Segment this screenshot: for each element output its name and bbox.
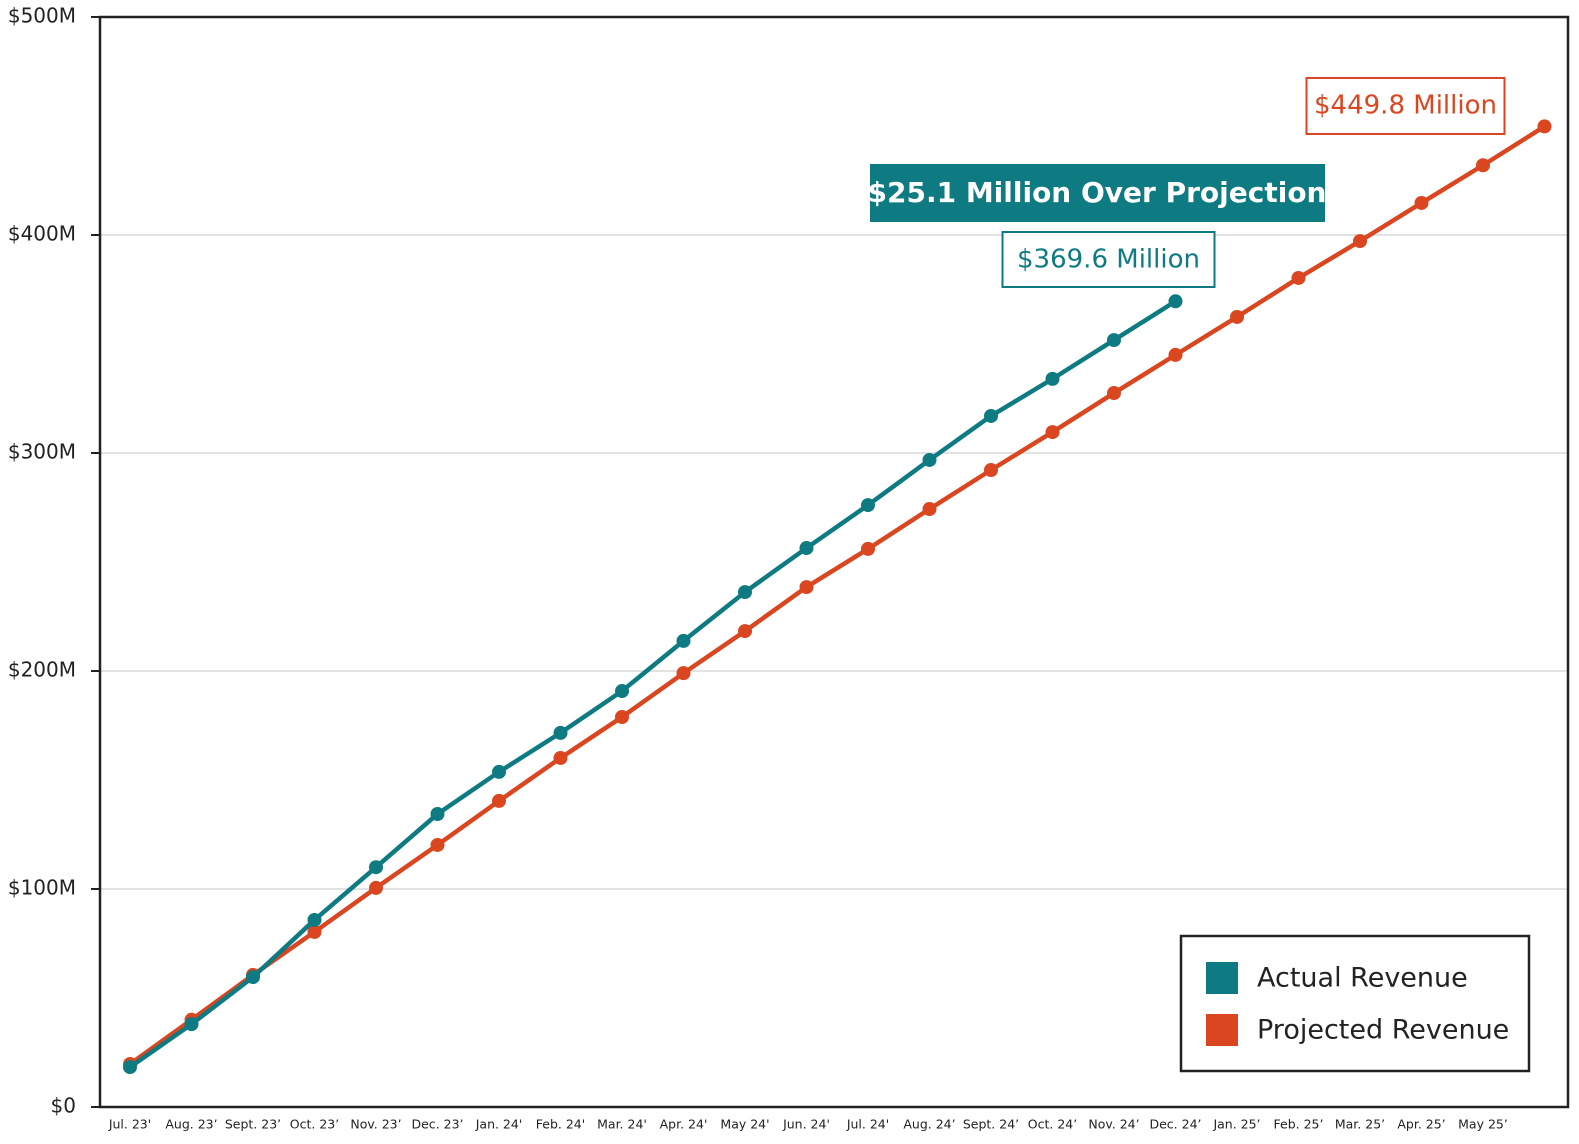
data-point [1045, 425, 1060, 440]
x-tick-label: Mar. 25’ [1335, 1117, 1385, 1132]
data-point [1107, 386, 1121, 401]
annotation: $25.1 Million Over Projection [868, 176, 1327, 209]
data-point [184, 1017, 199, 1032]
data-point [1414, 195, 1429, 210]
data-point [861, 498, 875, 513]
data-point [861, 541, 875, 556]
y-tick-label: $500M [8, 4, 76, 28]
data-point [492, 793, 506, 808]
data-point [676, 633, 691, 648]
x-tick-label: Jul. 24' [846, 1117, 889, 1132]
x-tick-label: Apr. 24' [660, 1117, 708, 1132]
data-point [799, 580, 814, 595]
x-tick-label: Mar. 24' [597, 1117, 647, 1132]
x-tick-label: Oct. 24’ [1028, 1117, 1077, 1132]
data-point [676, 666, 691, 681]
data-point [615, 709, 629, 724]
annotation-box [1001, 231, 1216, 288]
data-point [1168, 347, 1183, 362]
plot-frame [98, 15, 1570, 1109]
x-tick-label: Dec. 23’ [411, 1117, 463, 1132]
y-tick-label: $100M [8, 876, 76, 900]
data-point [984, 463, 998, 478]
data-point [1107, 333, 1121, 348]
y-tick-label: $0 [51, 1094, 76, 1118]
x-tick-label: Jul. 23' [108, 1117, 151, 1132]
data-point [553, 725, 568, 740]
x-tick-label: Apr. 25’ [1397, 1117, 1445, 1132]
legend-swatch [1206, 962, 1238, 994]
annotation-box [1305, 77, 1506, 135]
data-point [246, 970, 260, 985]
x-tick-label: Dec. 24’ [1149, 1117, 1201, 1132]
x-tick-label: Sept. 23’ [225, 1117, 281, 1132]
series-line [128, 124, 1546, 1066]
series-line [128, 299, 1177, 1069]
data-point [1045, 371, 1060, 386]
x-tick-label: Jan. 25’ [1212, 1117, 1260, 1132]
annotation-box [870, 164, 1325, 222]
data-point [1537, 119, 1552, 134]
data-point [307, 924, 322, 939]
legend-swatch [1206, 1014, 1238, 1046]
data-point [492, 764, 506, 779]
x-tick-label: May 24' [720, 1117, 769, 1132]
data-point [369, 880, 383, 895]
x-tick-label: Jan. 24' [475, 1117, 523, 1132]
data-point [123, 1060, 137, 1075]
x-tick-label: May 25’ [1458, 1117, 1508, 1132]
data-point [922, 502, 937, 517]
legend-box [1179, 934, 1531, 1073]
data-point [369, 860, 383, 875]
annotation: $369.6 Million [1017, 245, 1200, 275]
data-point [430, 837, 445, 852]
x-tick-label: Aug. 23’ [165, 1117, 217, 1132]
data-point [553, 750, 568, 765]
data-point [738, 585, 752, 600]
data-point [1230, 309, 1244, 324]
data-point [307, 912, 322, 927]
data-point [615, 684, 629, 699]
y-tick-label: $300M [8, 440, 76, 464]
legend-label: Projected Revenue [1257, 1015, 1509, 1046]
x-tick-label: Sept. 24’ [963, 1117, 1019, 1132]
data-point [1291, 270, 1306, 285]
data-point [922, 452, 937, 467]
y-tick-label: $400M [8, 222, 76, 246]
data-point [984, 408, 998, 423]
annotation: $449.8 Million [1314, 91, 1497, 121]
x-tick-label: Jun. 24' [782, 1117, 830, 1132]
data-point [738, 624, 752, 639]
x-tick-label: Feb. 25’ [1274, 1117, 1324, 1132]
data-point [1353, 234, 1367, 249]
y-tick-label: $200M [8, 658, 76, 682]
x-tick-label: Nov. 23’ [350, 1117, 401, 1132]
data-point [799, 541, 814, 556]
data-point [430, 807, 445, 822]
x-tick-label: Feb. 24' [536, 1117, 585, 1132]
data-point [1476, 158, 1490, 173]
x-tick-label: Nov. 24’ [1088, 1117, 1139, 1132]
legend-label: Actual Revenue [1257, 963, 1468, 994]
data-point [1168, 294, 1183, 309]
x-tick-label: Oct. 23’ [290, 1117, 339, 1132]
x-tick-label: Aug. 24’ [903, 1117, 955, 1132]
